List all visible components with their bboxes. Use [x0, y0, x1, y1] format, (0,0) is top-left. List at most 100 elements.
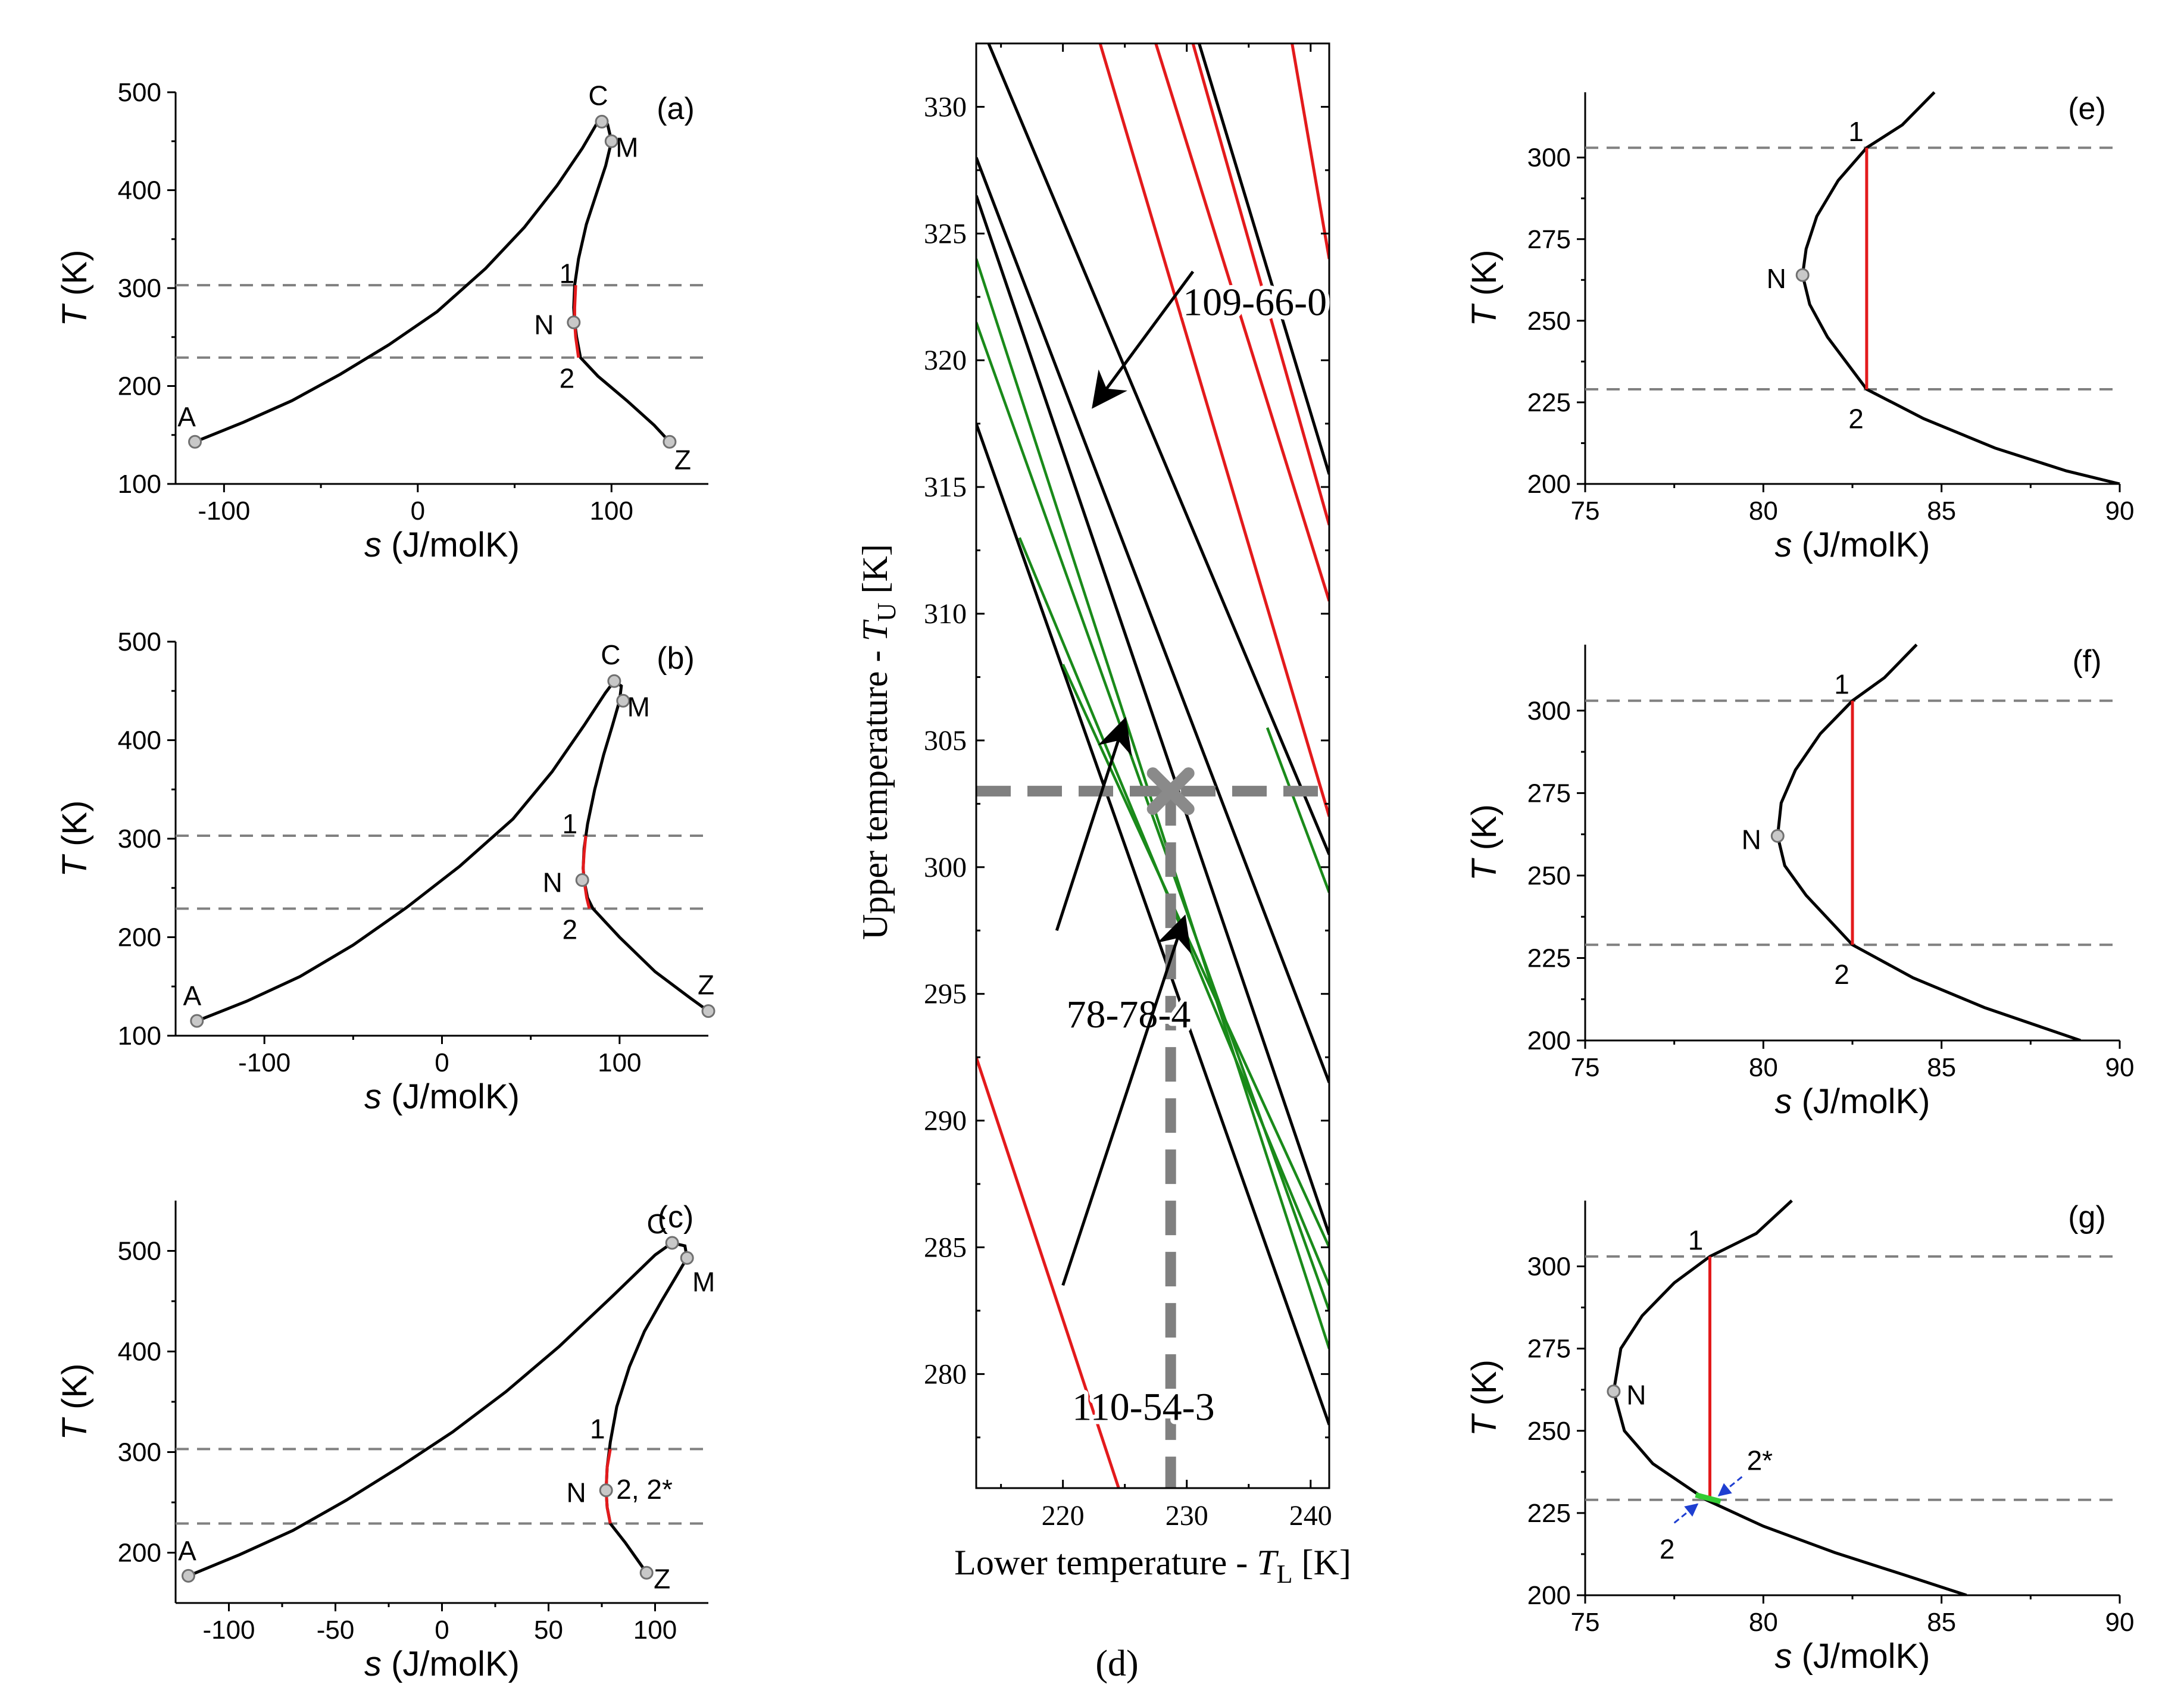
- panel-label: (e): [2068, 92, 2106, 126]
- point-number-label: 1: [563, 808, 578, 839]
- x-axis-label-unit: (J/molK): [1792, 1637, 1930, 1676]
- annotation-arrow: [1061, 914, 1192, 1286]
- point-N: [599, 1483, 613, 1498]
- x-axis-label-unit: (J/molK): [382, 1645, 520, 1683]
- annotation-label: 78-78-4: [1066, 993, 1191, 1036]
- y-tick-label: 500: [118, 627, 161, 657]
- x-tick-label: 0: [435, 1615, 449, 1645]
- x-tick-label: 75: [1571, 496, 1600, 526]
- point-label: C: [588, 80, 608, 111]
- point-number-label: 2: [1848, 403, 1864, 434]
- point-label: Z: [698, 970, 714, 1001]
- x-axis-label: s (J/molK): [1775, 1637, 1930, 1676]
- point-label: M: [692, 1266, 715, 1297]
- x-axis-label-symbol: s: [364, 1077, 382, 1116]
- x-tick-label: -50: [317, 1615, 355, 1645]
- y-tick-label: 100: [118, 470, 161, 499]
- y-tick-label: 250: [1527, 307, 1571, 336]
- saturation-curve: [196, 679, 710, 1023]
- panel-label: (c): [658, 1200, 694, 1235]
- y-tick-label: 200: [118, 1539, 161, 1568]
- y-tick-label: 400: [118, 176, 161, 205]
- point-label: N: [567, 1477, 586, 1508]
- point-label: N: [534, 310, 554, 340]
- y-axis-label-symbol: T: [1465, 1413, 1504, 1436]
- point-N: [1795, 268, 1810, 282]
- y-tick-label: 310: [924, 598, 967, 630]
- point-label: A: [178, 1535, 196, 1566]
- annotation-arrow: [1092, 270, 1195, 409]
- saturation-curve: [1776, 643, 2081, 1040]
- point-number-label: 1: [1834, 669, 1849, 700]
- point-C: [607, 674, 621, 688]
- point-N: [575, 873, 589, 888]
- y-tick-label: 295: [924, 979, 967, 1010]
- series-green-5: [1266, 727, 1329, 893]
- x-axis-label: s (J/molK): [1775, 526, 1930, 564]
- series-black-2: [976, 195, 1329, 1236]
- x-tick-label: 80: [1749, 1608, 1778, 1637]
- point-number-label: 1: [1848, 116, 1864, 147]
- saturation-curve: [1612, 1199, 1967, 1595]
- x-tick-label: 80: [1749, 1053, 1778, 1082]
- point-N: [1607, 1384, 1621, 1398]
- x-tick-label: 90: [2105, 1053, 2135, 1082]
- series-red-5: [1291, 43, 1329, 260]
- y-axis-label-text: Upper temperature -: [855, 642, 895, 940]
- point-A: [181, 1568, 195, 1583]
- figure-label: (d): [1095, 1643, 1138, 1684]
- series-green-4: [1061, 664, 1329, 1248]
- y-tick-label: 290: [924, 1105, 967, 1137]
- y-tick-label: 285: [924, 1232, 967, 1264]
- x-axis-label: s (J/molK): [364, 526, 520, 564]
- x-tick-label: 240: [1289, 1500, 1332, 1532]
- x-axis-label-text: Lower temperature -: [954, 1543, 1257, 1582]
- point-number-label: 1: [1688, 1224, 1704, 1255]
- point-Z: [701, 1004, 715, 1018]
- y-tick-label: 225: [1527, 1499, 1571, 1528]
- y-tick-label: 330: [924, 91, 967, 123]
- y-axis-label-symbol: T: [55, 854, 94, 877]
- y-axis-label-symbol: T: [1465, 858, 1504, 881]
- x-axis-label-unit: [K]: [1293, 1543, 1351, 1582]
- x-axis-label-unit: (J/molK): [382, 1077, 520, 1116]
- y-tick-label: 275: [1527, 225, 1571, 254]
- y-tick-label: 200: [118, 923, 161, 952]
- series-green-2: [976, 321, 1329, 1311]
- annotation-label: 110-54-3: [1072, 1386, 1215, 1429]
- point-label: N: [1626, 1379, 1646, 1410]
- point-label: C: [647, 1208, 667, 1239]
- x-tick-label: 75: [1571, 1053, 1600, 1082]
- plot-frame: [975, 42, 1330, 1489]
- x-tick-label: 85: [1927, 1053, 1956, 1082]
- y-tick-label: 300: [118, 274, 161, 303]
- series-red-4: [1191, 43, 1329, 526]
- point-label: M: [627, 691, 650, 722]
- y-tick-label: 200: [1527, 1026, 1571, 1055]
- y-tick-label: 100: [118, 1021, 161, 1051]
- y-tick-label: 320: [924, 345, 967, 376]
- x-tick-label: 80: [1749, 496, 1778, 526]
- saturation-curve: [1801, 91, 2120, 484]
- y-tick-label: 315: [924, 471, 967, 503]
- x-tick-label: 90: [2105, 1608, 2135, 1637]
- x-axis-label: s (J/molK): [364, 1077, 520, 1116]
- y-tick-label: 300: [924, 852, 967, 883]
- point-number-label: 2: [560, 362, 575, 393]
- series-black-4: [987, 43, 1329, 855]
- series-red-3: [1154, 43, 1329, 602]
- point-Z: [663, 435, 677, 449]
- x-axis-label-subscript: L: [1277, 1560, 1293, 1589]
- y-tick-label: 225: [1527, 388, 1571, 417]
- point-number-label: 2: [563, 914, 578, 945]
- panel-label: (a): [657, 92, 695, 126]
- y-tick-label: 300: [1527, 143, 1571, 173]
- panel-label: (b): [657, 641, 695, 676]
- y-axis-label-unit: (K): [1465, 1360, 1504, 1415]
- panel-e: 75 80 85 90 200 225 250 275 300 s (J/molK) T (K) (e…: [1465, 91, 2134, 564]
- x-axis-label-symbol: s: [1775, 526, 1792, 564]
- blue-arrow: [1673, 1503, 1699, 1524]
- y-axis-label-unit: (K): [1465, 250, 1504, 305]
- point-M: [680, 1251, 694, 1265]
